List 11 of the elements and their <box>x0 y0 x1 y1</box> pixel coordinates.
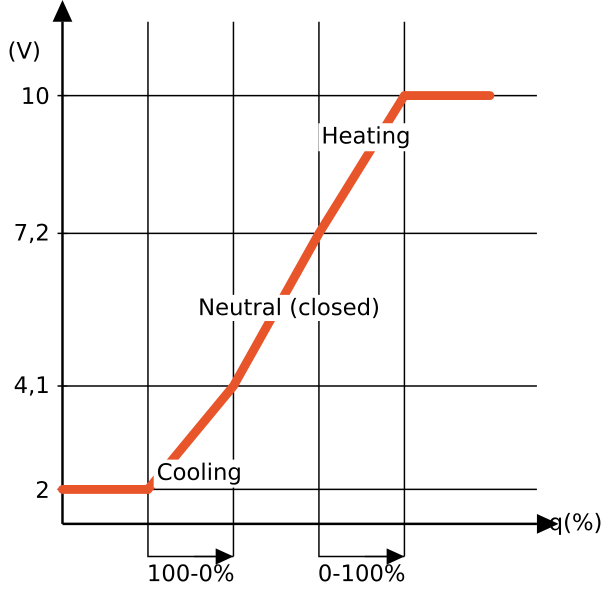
y-axis-title: (V) <box>10 41 39 62</box>
y-tick-label: 7,2 <box>15 224 48 244</box>
y-tick-label: 2 <box>36 480 48 498</box>
text: 100-0% <box>149 564 234 582</box>
text: 0-100% <box>319 564 404 582</box>
y-tick-label: 4,1 <box>14 376 48 396</box>
y-tick-label: 10 <box>23 86 48 104</box>
annotation: Heating <box>324 126 408 148</box>
x-axis-title: q(%) <box>550 512 600 535</box>
annotation: Cooling <box>158 462 240 485</box>
annotation: Neutral (closed) <box>200 298 378 318</box>
